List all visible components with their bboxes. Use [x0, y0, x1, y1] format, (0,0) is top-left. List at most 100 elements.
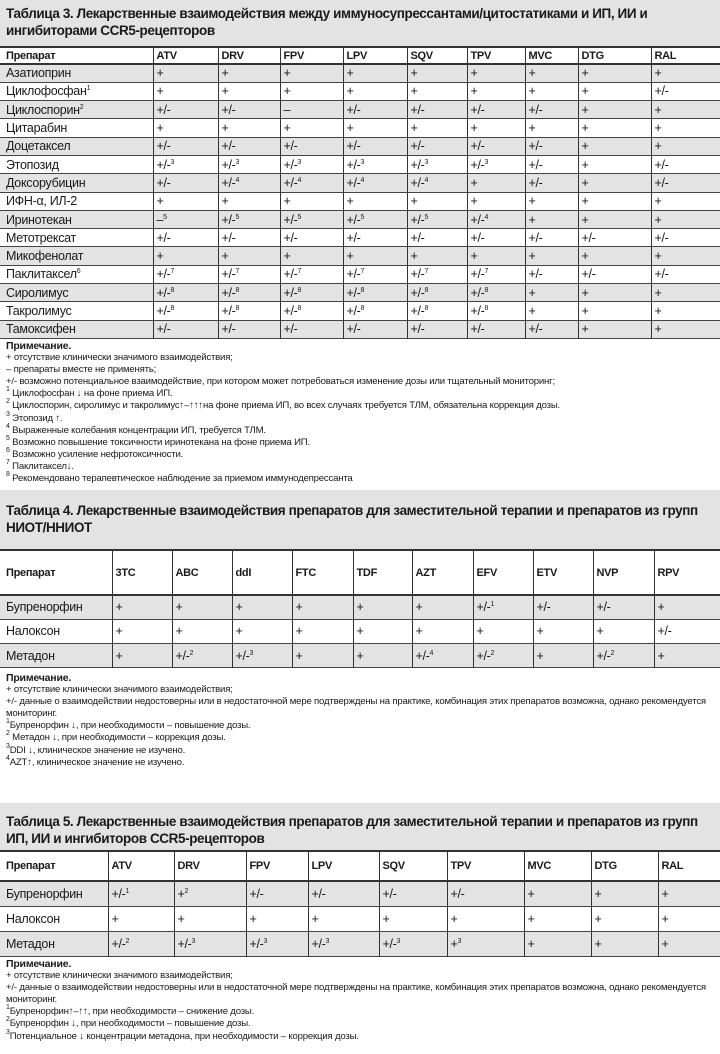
note-line: – препараты вместе не применять;: [6, 364, 157, 376]
interaction-cell: +/-: [342, 228, 407, 247]
interaction-cell: +/-8: [466, 283, 525, 302]
footnote-marker: 1: [6, 386, 10, 394]
footnote-marker: 2: [79, 103, 84, 111]
interaction-cell: +: [590, 931, 658, 956]
interaction-cell: +/-4: [342, 173, 407, 193]
footnote-marker: 2: [6, 730, 10, 738]
footnote-marker: 3: [484, 158, 489, 166]
interaction-cell: +: [577, 155, 651, 174]
interaction-cell: +/-3: [378, 931, 447, 956]
interaction-cell: +: [152, 192, 218, 211]
interaction-cell: +/-: [650, 173, 720, 193]
interaction-cell: +: [152, 246, 218, 266]
drug-name-cell: Бупренорфин: [6, 886, 83, 901]
footnote-marker: 2: [6, 398, 10, 406]
column-header: AZT: [411, 550, 473, 595]
column-header: FPV: [279, 47, 343, 64]
footnote-marker: 3: [235, 158, 240, 166]
table-row: ИФН-α, ИЛ-2 + + + + + + + + +: [0, 192, 720, 211]
footnote-marker: 3: [424, 158, 429, 166]
interaction-cell: +/-: [592, 595, 654, 620]
drug-name-cell: Бупренорфин: [6, 600, 83, 615]
table-3: Препарат ATV DRV FPV LPV SQV TPV MVC DTG RAL Азати…: [0, 46, 720, 339]
interaction-cell: +/-: [279, 228, 343, 247]
interaction-cell: +: [650, 100, 720, 119]
table-3-title: Таблица 3. Лекарственные взаимодействия …: [0, 0, 720, 46]
interaction-cell: +: [378, 906, 447, 931]
column-header: TPV: [466, 47, 525, 64]
interaction-cell: +/-: [342, 320, 407, 339]
interaction-cell: +/-: [466, 100, 525, 119]
interaction-cell: –5: [152, 210, 218, 229]
interaction-cell: +: [291, 619, 353, 644]
table-row: Налоксон + + + + + + + + +: [0, 906, 720, 931]
interaction-cell: +/-: [217, 137, 280, 156]
note-line: 1Бупренорфин↑–↑↑, при необходимости – сн…: [6, 1004, 255, 1018]
footnote-marker: 8: [484, 305, 489, 312]
interaction-cell: +/-4: [217, 173, 280, 193]
interaction-cell: +: [217, 118, 280, 138]
interaction-cell: +/-5: [406, 210, 467, 229]
interaction-cell: +/-8: [217, 283, 280, 302]
table-row: Налоксон + + + + + + + + + +/-: [0, 619, 720, 644]
interaction-cell: +: [577, 82, 651, 101]
interaction-cell: +/-3: [342, 155, 407, 174]
footnote-marker: 2: [610, 649, 615, 657]
footnote-marker: 4: [297, 176, 302, 184]
footnote-marker: 4: [6, 754, 10, 762]
interaction-cell: +: [111, 619, 172, 644]
table-4-title: Таблица 4. Лекарственные взаимодействия …: [0, 490, 720, 550]
footnote-marker: 2: [6, 1016, 10, 1024]
interaction-cell: +: [217, 192, 280, 211]
note-line: 3 Этопозид ↑.: [6, 410, 63, 424]
note-line: +/- данные о взаимодействии недостоверны…: [6, 696, 706, 720]
interaction-cell: +/-7: [152, 265, 218, 284]
interaction-cell: +/-: [650, 82, 720, 101]
interaction-cell: +: [590, 881, 658, 906]
interaction-cell: +: [524, 301, 578, 321]
table-row: Циклофосфан1 + + + + + + + + +/-: [0, 82, 720, 101]
interaction-cell: +: [446, 906, 524, 931]
interaction-cell: +/-2: [171, 643, 232, 668]
drug-name-cell: ИФН-α, ИЛ-2: [6, 194, 77, 209]
footnote-marker: 3: [325, 937, 330, 945]
interaction-cell: +: [466, 173, 525, 193]
interaction-cell: +/-8: [279, 301, 343, 321]
footnote-marker: 3: [170, 158, 175, 166]
interaction-cell: +/-2: [472, 643, 533, 668]
interaction-cell: +: [152, 82, 218, 101]
interaction-cell: +: [466, 118, 525, 138]
table-row: Иринотекан –5 +/-5 +/-5 +/-5 +/-5 +/-4 + + +: [0, 210, 720, 229]
column-header: ATV: [152, 47, 218, 64]
interaction-cell: +/-8: [217, 301, 280, 321]
interaction-cell: +/-5: [342, 210, 407, 229]
interaction-cell: +: [577, 320, 651, 339]
interaction-cell: +: [217, 246, 280, 266]
interaction-cell: +: [342, 246, 407, 266]
interaction-cell: +/-: [152, 173, 218, 193]
footnote-marker: 3: [297, 158, 302, 166]
interaction-cell: +/-: [532, 595, 593, 620]
footnote-marker: 8: [297, 286, 302, 294]
column-header: DRV: [173, 851, 246, 881]
drug-name-cell: Циклофосфан1: [6, 84, 91, 99]
interaction-cell: +/-3: [245, 931, 308, 956]
interaction-cell: +: [650, 118, 720, 138]
footnote-marker: 8: [6, 471, 10, 479]
interaction-cell: +: [650, 210, 720, 229]
interaction-cell: +: [411, 595, 473, 620]
footnote-marker: 5: [6, 434, 10, 442]
column-header: Препарат: [6, 566, 56, 579]
interaction-cell: +/-: [650, 265, 720, 284]
notes-heading: Примечание.: [6, 672, 72, 684]
interaction-cell: +/-: [524, 265, 578, 284]
note-line: 2Бупренорфин ↓, при необходимости – повы…: [6, 1016, 251, 1030]
interaction-cell: +/-8: [342, 301, 407, 321]
footnote-marker: 5: [163, 213, 167, 221]
footnote-marker: 5: [424, 213, 429, 221]
footnote-marker: 1: [86, 85, 91, 93]
interaction-cell: +: [466, 192, 525, 211]
footnote-marker: 7: [360, 268, 365, 276]
interaction-cell: +: [653, 643, 720, 668]
interaction-cell: +/-2: [592, 643, 654, 668]
